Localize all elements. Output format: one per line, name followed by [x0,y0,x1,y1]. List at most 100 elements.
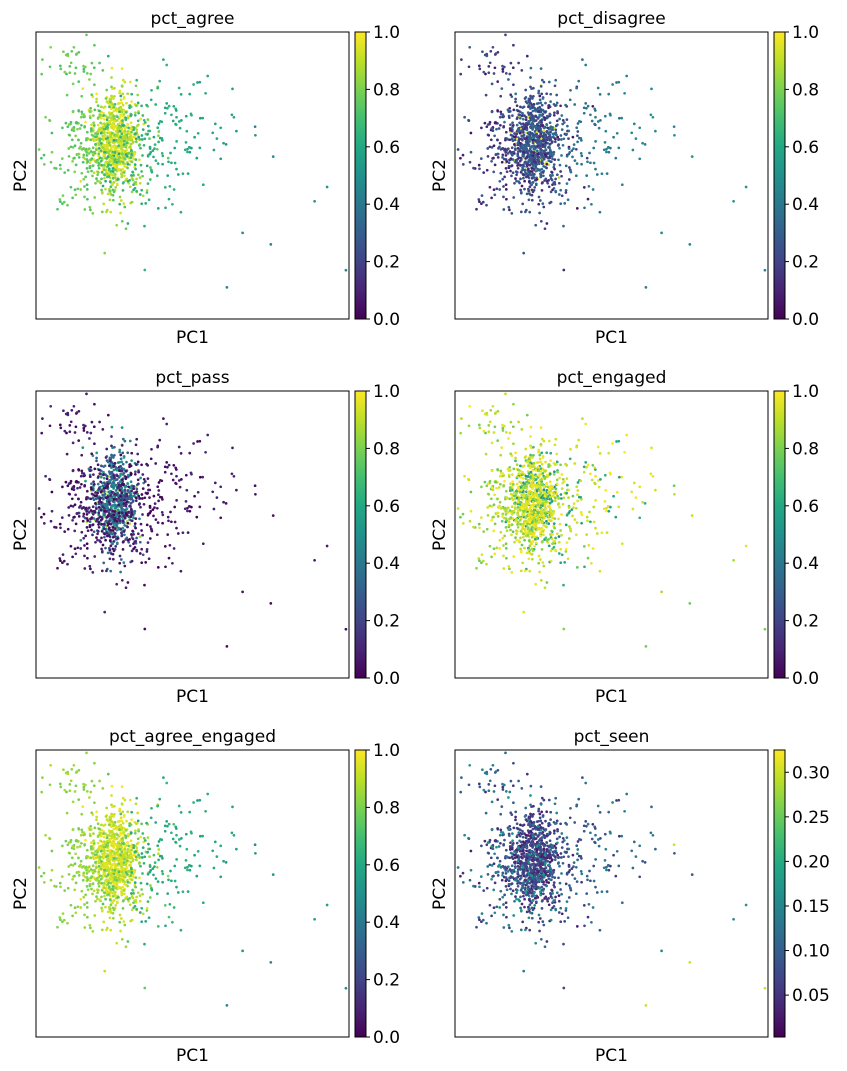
scatter-point [499,530,503,534]
scatter-point [92,530,96,534]
scatter-point [612,494,615,498]
scatter-point [125,502,128,506]
scatter-point [579,120,583,124]
scatter-point [99,131,103,135]
scatter-point [145,164,149,168]
scatter-point [552,509,556,513]
scatter-point [558,505,561,509]
scatter-point [501,153,505,157]
scatter-point [525,192,529,196]
scatter-point [137,135,141,139]
scatter-point [79,188,83,191]
scatter-point [597,485,601,489]
scatter-point [108,167,111,171]
scatter-point [59,167,62,171]
scatter-point [76,127,79,131]
scatter-point [158,438,162,442]
scatter-point [85,183,89,187]
scatter-point [213,481,217,485]
scatter-point [82,153,86,157]
scatter-point [494,121,498,125]
scatter-point [551,494,555,498]
scatter-point [123,126,127,130]
scatter-point [93,509,97,513]
scatter-point [97,128,101,131]
scatter-point [130,200,134,204]
scatter-point [160,151,164,155]
scatter-point [582,111,586,115]
colorbar-tick-label: 0.2 [792,253,819,273]
scatter-point [603,114,607,118]
scatter-point [479,516,483,519]
scatter-point [118,469,121,473]
scatter-point [85,154,89,157]
scatter-point [219,157,223,161]
scatter-point [532,445,535,449]
scatter-point [544,500,548,504]
scatter-point [526,175,530,178]
scatter-point [141,114,145,117]
scatter-point [129,501,133,505]
scatter-point [111,183,114,187]
scatter-point [549,489,552,493]
scatter-point [504,151,508,154]
scatter-point [136,133,139,137]
scatter-point [560,174,563,178]
scatter-point [554,536,557,540]
scatter-point [566,557,570,561]
scatter-point [523,546,526,550]
scatter-point [121,181,125,185]
scatter-point [469,150,473,154]
scatter-point [527,557,531,561]
scatter-point [485,527,489,531]
scatter-point [526,500,530,504]
scatter-point [496,109,499,112]
scatter-point [456,148,460,151]
scatter-point [134,167,137,171]
scatter-point [222,500,225,504]
scatter-point [50,509,54,513]
scatter-point [534,161,538,164]
scatter-point [463,115,466,119]
scatter-point [132,157,135,161]
scatter-point [171,202,174,206]
scatter-point [132,485,135,488]
scatter-point [574,147,578,151]
scatter-point [496,439,500,442]
scatter-point [163,111,167,115]
scatter-point [148,152,152,156]
scatter-point [106,126,109,129]
scatter-point [102,202,106,206]
scatter-point [509,93,513,97]
scatter-point [108,539,112,543]
scatter-point [82,536,86,540]
chart-title: pct_agree [150,9,234,29]
scatter-point [119,139,123,143]
scatter-point [50,131,54,135]
scatter-point [512,442,515,446]
scatter-point [530,529,534,532]
scatter-point [108,479,112,482]
scatter-point [126,114,130,118]
scatter-point [99,116,103,120]
scatter-point [507,205,511,209]
scatter-point [480,194,484,197]
scatter-point [112,549,116,553]
scatter-point [523,496,527,500]
scatter-point [58,163,62,167]
scatter-point [538,199,542,202]
scatter-points [37,392,348,648]
scatter-point [540,92,544,96]
scatter-point [565,513,569,517]
scatter-point [114,493,118,497]
scatter-point [79,504,82,508]
scatter-point [65,452,69,456]
scatter-point [120,426,124,429]
scatter-point [108,464,111,468]
scatter-point [547,504,551,508]
scatter-point [344,268,348,272]
scatter-point [544,513,548,517]
scatter-point [116,115,119,119]
scatter-point [513,494,516,498]
